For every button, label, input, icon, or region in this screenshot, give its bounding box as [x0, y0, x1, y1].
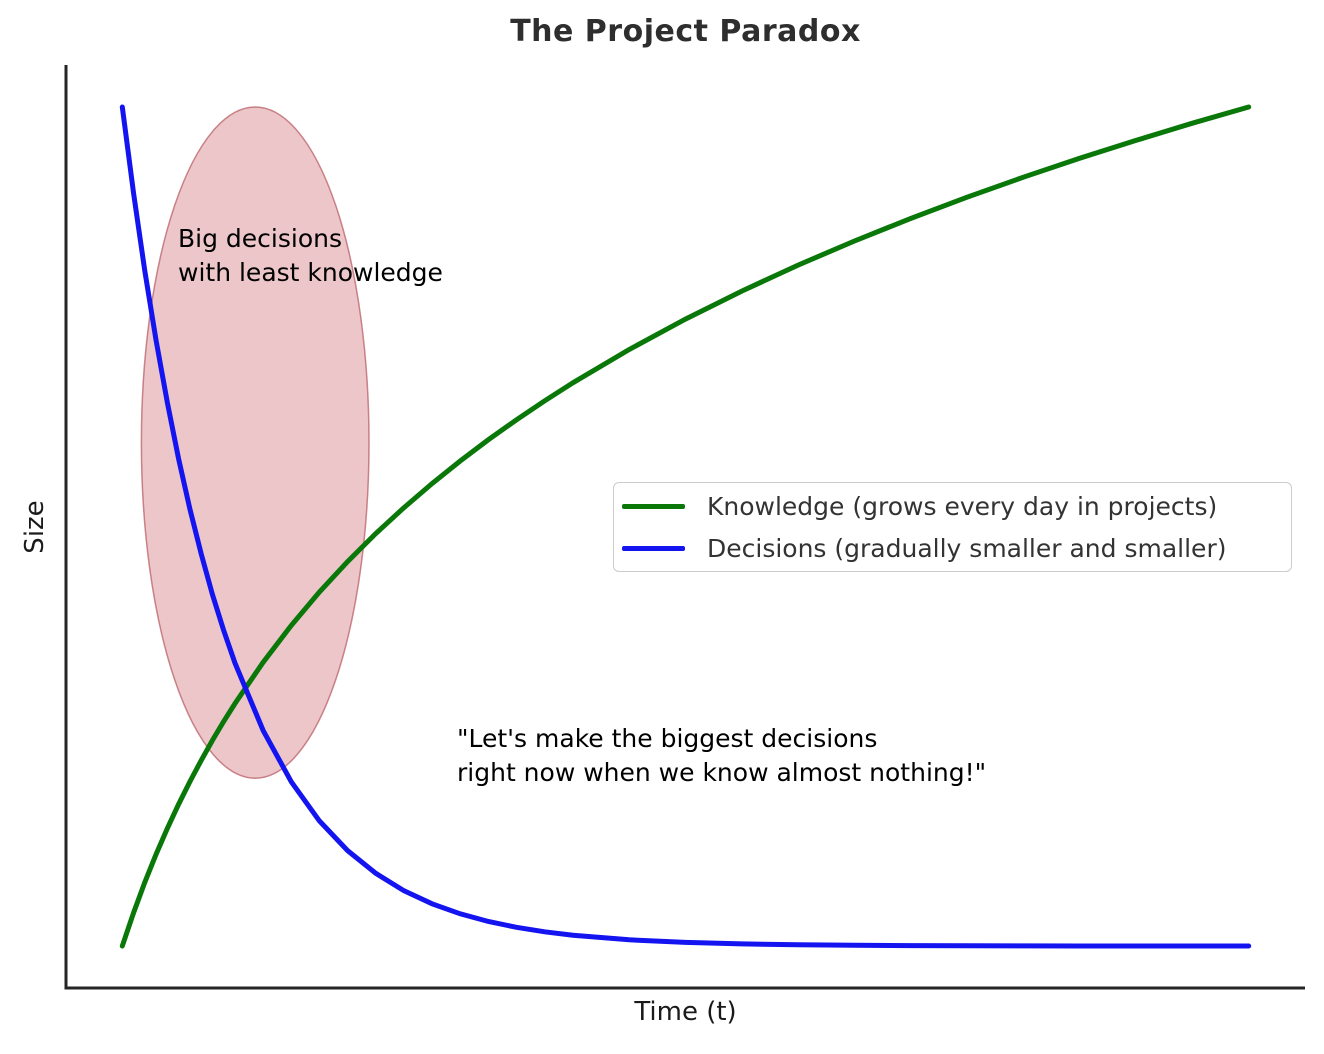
annotation-quote-line1: "Let's make the biggest decisions	[457, 724, 878, 753]
x-axis-label: Time (t)	[634, 997, 737, 1027]
knowledge-curve	[119, 104, 1252, 949]
legend-label-decisions: Decisions (gradually smaller and smaller…	[707, 533, 1227, 563]
annotation-big-decisions-line1: Big decisions	[178, 224, 342, 253]
y-axis-label: Size	[20, 500, 50, 554]
legend: Knowledge (grows every day in projects) …	[613, 482, 1292, 572]
axis-spines	[64, 65, 1305, 990]
legend-swatch-decisions	[622, 545, 685, 551]
annotation-big-decisions: Big decisions with least knowledge	[178, 222, 443, 290]
annotation-quote: "Let's make the biggest decisions right …	[457, 722, 986, 790]
decisions-curve	[119, 104, 1252, 949]
legend-label-knowledge: Knowledge (grows every day in projects)	[707, 491, 1218, 521]
chart-title: The Project Paradox	[510, 14, 861, 49]
legend-item-decisions: Decisions (gradually smaller and smaller…	[614, 527, 1291, 569]
annotation-quote-line2: right now when we know almost nothing!"	[457, 758, 987, 787]
highlight-ellipse	[140, 106, 370, 779]
legend-swatch-knowledge	[622, 503, 685, 509]
annotation-big-decisions-line2: with least knowledge	[178, 258, 443, 287]
legend-item-knowledge: Knowledge (grows every day in projects)	[614, 485, 1291, 527]
